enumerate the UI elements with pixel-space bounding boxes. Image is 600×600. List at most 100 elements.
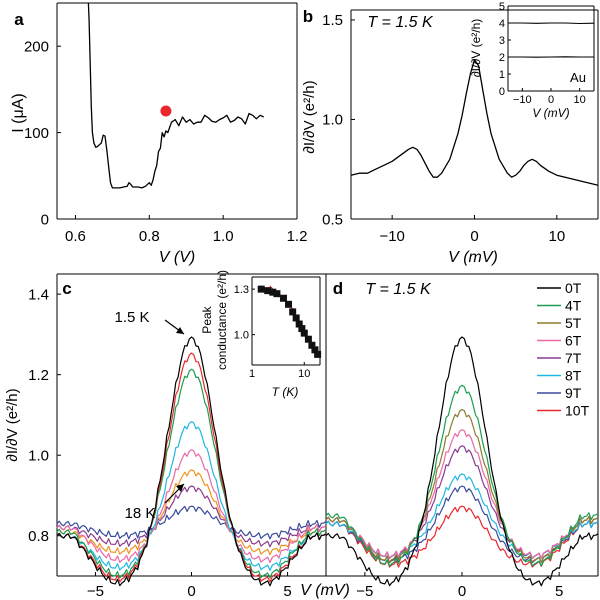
x-tick-label: −10 [379, 228, 404, 245]
inset-y-tick-label: 5 [499, 1, 505, 13]
panel-d-curve-6T [325, 429, 599, 559]
panel-d-frame [326, 273, 599, 577]
panel-c-inset-point [257, 285, 265, 293]
x-tick-label: 0.8 [139, 228, 160, 245]
panel-b-inset-au-line [508, 22, 595, 25]
inset-x-tick-label: −10 [513, 94, 532, 106]
inset-x-tick-label: 0 [548, 94, 554, 106]
panel-a-xlabel: V (V) [159, 249, 195, 266]
inset-x-tick-label: 10 [574, 94, 586, 106]
panel-c-inset-point [285, 300, 293, 308]
panel-a-iv-curve [87, 2, 265, 189]
x-tick-label: 1.2 [287, 228, 308, 245]
panel-a-ylabel: I (μA) [10, 93, 27, 132]
legend-label: 10T [565, 403, 590, 419]
panel-c-inset-point [314, 350, 322, 358]
panel-c-inset-point [279, 294, 287, 302]
panel-c-inset-point [298, 325, 306, 333]
panel-d-curve-5T [325, 408, 599, 563]
inset-x-tick-label: 1 [249, 368, 255, 380]
panel-b-inset-au-label: Au [570, 70, 586, 85]
panel-c-curve-1.5K [56, 336, 327, 587]
x-tick-label: 5 [555, 583, 563, 600]
panel-c-annotation-low-temp: 1.5 K [114, 309, 149, 326]
panel-c-inset-point [308, 341, 316, 349]
panel-d-curve-4T [325, 384, 599, 567]
panel-d-label: d [333, 279, 343, 298]
x-tick-label: 10 [548, 228, 565, 245]
legend-label: 0T [565, 280, 582, 296]
y-tick-label: 200 [24, 38, 49, 55]
panel-c-frame [56, 273, 327, 577]
panel-c-arrowhead-high [176, 484, 184, 492]
panel-b-label: b [303, 7, 313, 26]
y-tick-label: 0.5 [322, 211, 343, 228]
inset-y-tick-label: 4 [499, 18, 505, 30]
panel-c-arrowhead-low [176, 327, 184, 334]
panel-b-temperature: T = 1.5 K [367, 14, 434, 31]
inset-y-tick-label: 3 [499, 35, 505, 47]
x-tick-label: 0 [470, 228, 478, 245]
legend-label: 4T [565, 298, 582, 314]
x-tick-label: 5 [283, 583, 291, 600]
panel-c-curve-18K [56, 505, 327, 540]
panel-d-curve-10T [325, 505, 599, 568]
panel-c-curve-3K [56, 368, 327, 579]
inset-y-tick-label: 0 [499, 86, 505, 98]
panel-c-inset-point [289, 308, 297, 316]
panel-c-inset-xlabel: T (K) [272, 385, 299, 399]
panel-d-curve-7T [325, 445, 599, 559]
y-tick-label: 1.0 [28, 447, 49, 464]
legend-label: 5T [565, 315, 582, 331]
legend-label: 7T [565, 350, 582, 366]
panel-c-inset-ylabel-1: Peak [200, 305, 214, 333]
panel-c-curve-2K [56, 352, 327, 583]
y-tick-label: 1.4 [28, 286, 49, 303]
inset-x-tick-label: 10 [298, 368, 310, 380]
panel-a-marker-point [160, 105, 172, 117]
legend-label: 8T [565, 368, 582, 384]
x-tick-label: 0.6 [65, 228, 86, 245]
panel-c-inset-point [264, 287, 272, 295]
panel-c-inset-point [273, 290, 281, 298]
inset-y-tick-label: 1.3 [234, 284, 249, 296]
panel-c-annotation-high-temp: 18 K [125, 505, 156, 522]
inset-y-tick-label: 1 [499, 69, 505, 81]
panel-b-inset-xlabel: V (mV) [532, 106, 569, 120]
panel-b-inset-ylabel: ∂I/∂V (e²/h) [469, 19, 483, 78]
panel-c-curve-14K [56, 485, 327, 548]
y-tick-label: 1.5 [322, 12, 343, 29]
y-tick-label: 1.0 [322, 112, 343, 129]
panel-c-label: c [62, 279, 71, 298]
x-tick-label: −5 [87, 583, 104, 600]
panel-c-inset-point [292, 314, 300, 322]
panel-c-inset-ylabel-2: conductance (e²/h) [215, 270, 229, 370]
y-tick-label: 1.2 [28, 367, 49, 384]
legend-label: 6T [565, 333, 582, 349]
panel-a-frame [56, 2, 298, 220]
legend-label: 9T [565, 385, 582, 401]
x-tick-label: 0 [458, 583, 466, 600]
panel-c-inset-point [311, 346, 319, 354]
panel-c-inset-point [304, 335, 312, 343]
panel-d-temperature: T = 1.5 K [365, 281, 432, 298]
x-tick-label: 1.0 [213, 228, 234, 245]
panel-c-inset-frame [251, 276, 321, 366]
x-tick-label: −5 [356, 583, 373, 600]
panel-b-conductance-curve [350, 59, 599, 186]
panel-b-xlabel: V (mV) [448, 249, 498, 266]
panel-c-inset-point [295, 320, 303, 328]
shared-xlabel: V (mV) [300, 582, 350, 599]
panel-d-curve-0T [325, 336, 599, 587]
inset-y-tick-label: 1.0 [234, 330, 249, 342]
y-tick-label: 0.8 [28, 528, 49, 545]
panel-a-label: a [14, 10, 24, 29]
x-tick-label: 0 [187, 583, 195, 600]
panel-c-inset-point [300, 329, 308, 337]
inset-y-tick-label: 2 [499, 52, 505, 64]
panel-c-inset-point [269, 288, 277, 296]
panel-b-ylabel: ∂I/∂V (e²/h) [301, 80, 318, 153]
panel-c-curve-10K [56, 469, 327, 556]
